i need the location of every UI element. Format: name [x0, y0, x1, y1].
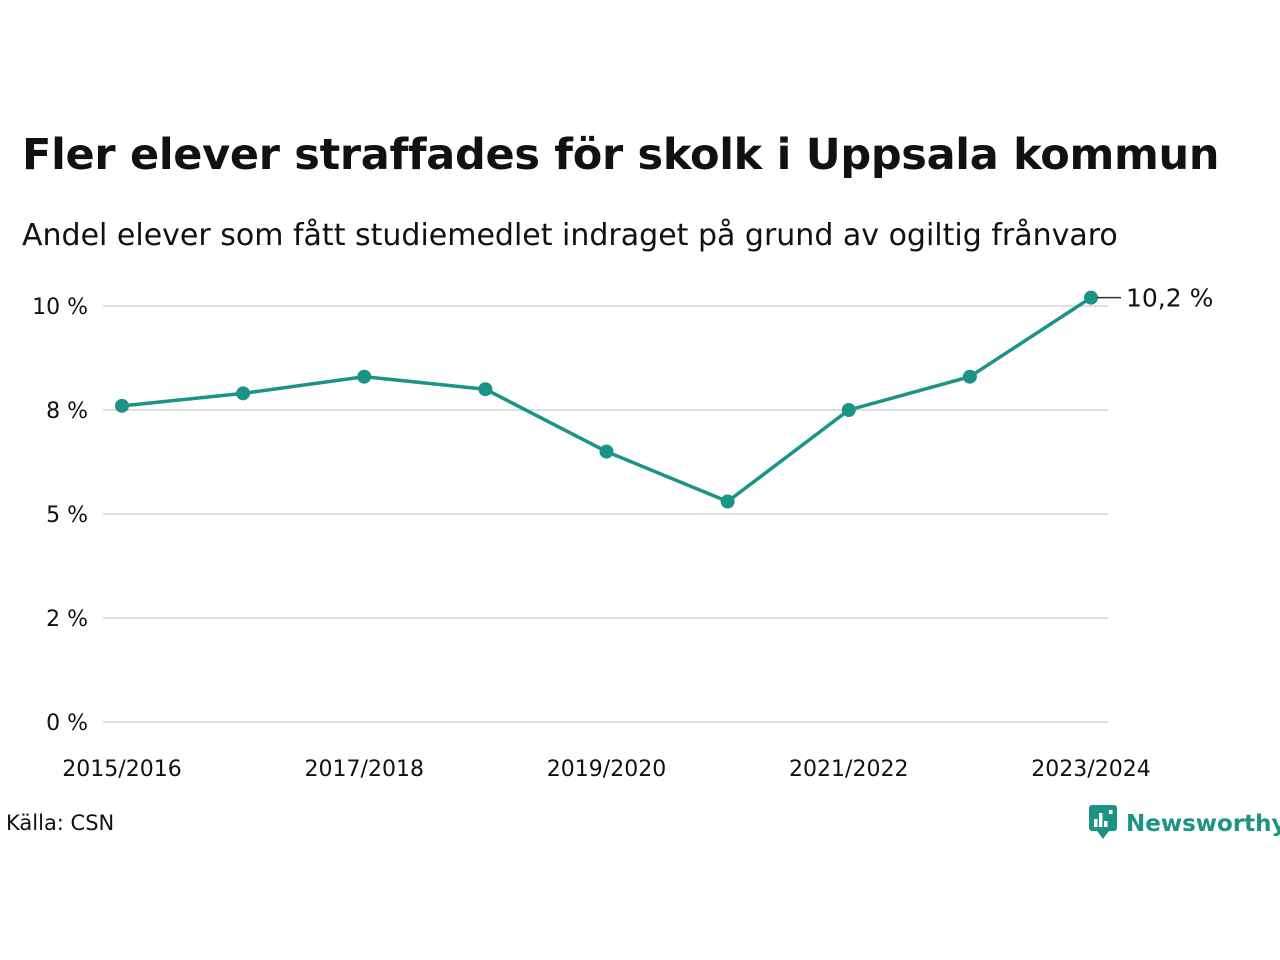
brand-logo[interactable]: Newsworthy — [1088, 804, 1280, 844]
source-note: Källa: CSN — [6, 811, 115, 835]
data-point — [720, 494, 735, 509]
x-tick-label: 2019/2020 — [547, 757, 666, 782]
data-point — [357, 369, 372, 384]
data-point — [115, 398, 129, 413]
series-line-group — [121, 296, 1092, 504]
data-point — [478, 382, 493, 397]
y-tick-label: 8 % — [46, 399, 88, 424]
end-value-label: 10,2 % — [1126, 284, 1213, 313]
x-tick-label: 2015/2016 — [62, 757, 181, 782]
newsworthy-logo-icon — [1088, 804, 1118, 844]
data-point — [1084, 290, 1098, 305]
chart-title: Fler elever straffades för skolk i Uppsa… — [22, 130, 1220, 180]
y-axis-tick-labels: 0 % 2 % 5 % 8 % 10 % — [32, 295, 88, 736]
data-point — [236, 386, 251, 401]
y-tick-label: 5 % — [46, 503, 88, 528]
data-points — [115, 290, 1098, 509]
y-tick-label: 0 % — [46, 711, 88, 736]
data-point — [841, 403, 856, 417]
y-tick-label: 2 % — [46, 607, 88, 632]
x-tick-label: 2021/2022 — [789, 757, 908, 782]
chart-subtitle: Andel elever som fått studiemedlet indra… — [22, 218, 1118, 253]
data-point — [962, 369, 977, 384]
x-tick-label: 2017/2018 — [305, 757, 424, 782]
x-tick-label: 2023/2024 — [1031, 757, 1150, 782]
y-tick-label: 10 % — [32, 295, 88, 320]
brand-name: Newsworthy — [1126, 811, 1280, 837]
line-chart: 0 % 2 % 5 % 8 % 10 % 2015/2016 2017/2018 2019/… — [32, 284, 1213, 782]
grid-lines — [103, 305, 1108, 723]
end-annotation: 10,2 % — [1097, 284, 1213, 313]
x-axis-tick-labels: 2015/2016 2017/2018 2019/2020 2021/2022 2023… — [62, 757, 1150, 782]
series-line — [121, 296, 1092, 504]
data-point — [599, 444, 614, 459]
